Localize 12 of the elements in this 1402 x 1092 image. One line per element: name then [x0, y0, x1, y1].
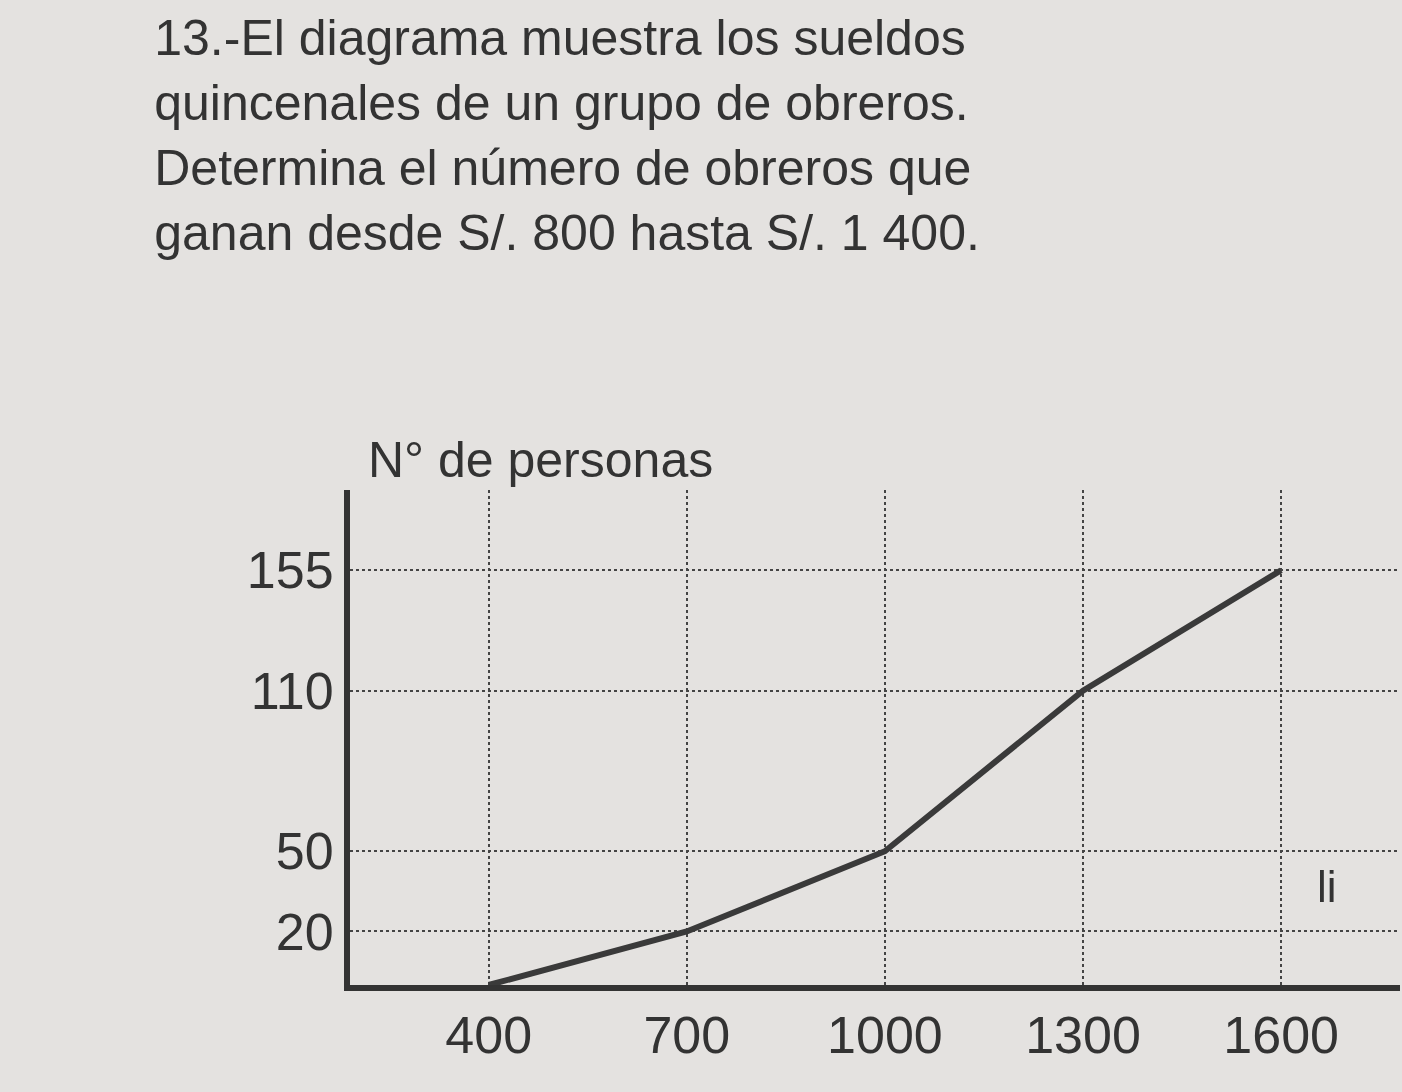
- y-tick-label: 110: [250, 661, 334, 720]
- y-tick-label: 20: [275, 902, 334, 961]
- x-tick-label: 1000: [827, 1006, 943, 1065]
- x-tick-label: 1600: [1223, 1006, 1339, 1065]
- chart-title: 13.-El diagrama muestra los sueldos quincenales de un grupo de obreros. Determina el número de obreros que ganan desde S/. 800 hasta S/. 1 400.: [154, 9, 980, 261]
- x-tick-label: 400: [445, 1006, 533, 1065]
- x-axis-title: li: [1317, 862, 1337, 911]
- y-tick-label: 155: [246, 541, 334, 600]
- y-tick-label: 50: [275, 822, 334, 881]
- x-tick-label: 700: [643, 1006, 731, 1065]
- y-axis-title: N° de personas: [368, 432, 714, 488]
- x-tick-label: 1300: [1025, 1006, 1141, 1065]
